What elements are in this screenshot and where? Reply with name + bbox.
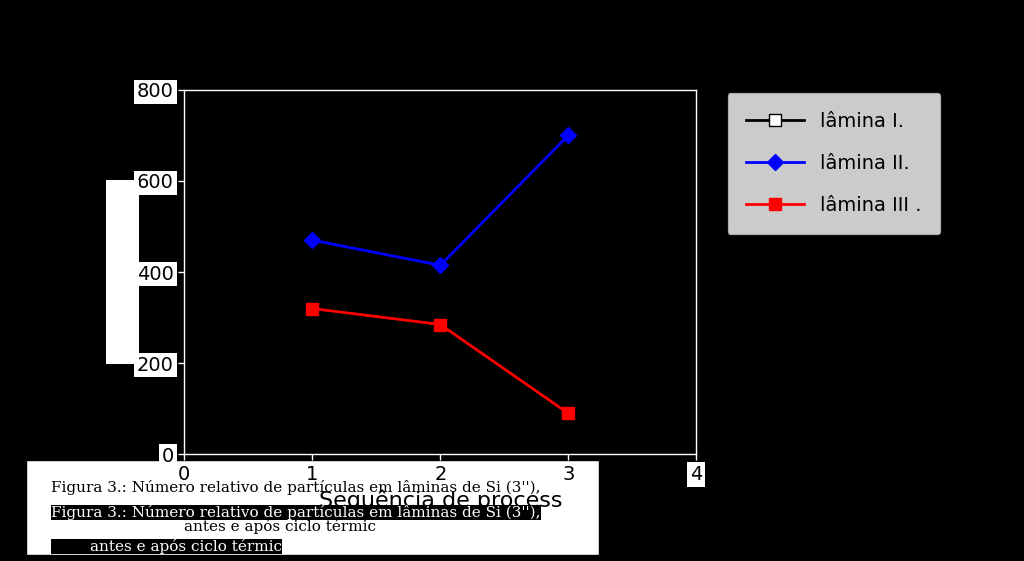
Text: Figura 3.: Número relativo de partículas em lâminas de Si (3''),: Figura 3.: Número relativo de partículas… [51,505,541,520]
Line: lâmina II.: lâmina II. [307,130,573,271]
lâmina III . [562,410,574,417]
lâmina II. [434,262,446,269]
lâmina II. [562,132,574,139]
lâmina II. [306,237,318,243]
Legend: lâmina I., lâmina II., lâmina III .: lâmina I., lâmina II., lâmina III . [726,92,941,234]
Text: Figura 3.: Número relativo de partículas em lâminas de Si (3''),: Figura 3.: Número relativo de partículas… [51,480,541,495]
lâmina III . [434,321,446,328]
lâmina III . [306,305,318,312]
Text: antes e após ciclo térmic: antes e após ciclo térmic [51,539,283,554]
Text: antes e após ciclo térmic: antes e após ciclo térmic [184,519,377,534]
X-axis label: Sequência de process: Sequência de process [318,489,562,511]
Y-axis label: Partícula por lâmin: Partícula por lâmin [113,187,131,357]
Line: lâmina III .: lâmina III . [307,303,573,419]
